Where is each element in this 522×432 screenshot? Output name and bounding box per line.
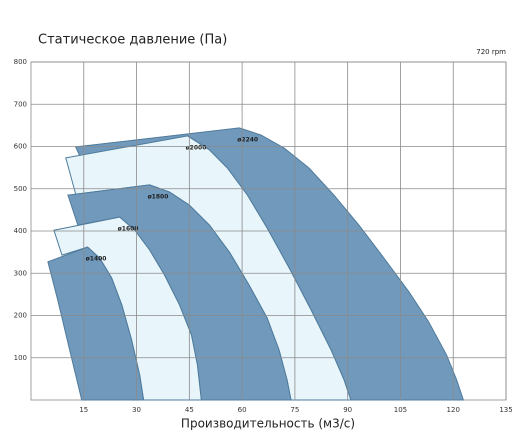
- x-tick-label: 135: [499, 406, 512, 414]
- y-tick-label: 300: [14, 269, 27, 277]
- chart-title: Статическое давление (Па): [38, 33, 227, 48]
- y-tick-label: 500: [14, 185, 27, 193]
- x-axis-label: Производительность (м3/с): [181, 417, 355, 431]
- x-tick-label: 45: [185, 406, 194, 414]
- curve-label: ø2000: [186, 144, 207, 151]
- x-tick-label: 105: [394, 406, 407, 414]
- curve-label: ø1600: [118, 226, 139, 233]
- x-tick-label: 75: [290, 406, 299, 414]
- y-tick-label: 700: [14, 100, 27, 108]
- x-tick-label: 120: [447, 406, 460, 414]
- curve-label: ø1400: [86, 256, 107, 263]
- x-tick-label: 60: [238, 406, 247, 414]
- x-tick-label: 30: [132, 406, 141, 414]
- y-tick-label: 100: [14, 354, 27, 362]
- chart-subtitle: 720 rpm: [476, 48, 506, 56]
- x-tick-label: 90: [343, 406, 352, 414]
- x-tick-label: 15: [79, 406, 88, 414]
- curve-label: ø2240: [237, 136, 258, 143]
- y-tick-label: 400: [14, 227, 27, 235]
- y-tick-label: 600: [14, 143, 27, 151]
- y-tick-label: 200: [14, 312, 27, 320]
- y-tick-label: 800: [14, 58, 27, 66]
- curve-label: ø1800: [148, 193, 169, 200]
